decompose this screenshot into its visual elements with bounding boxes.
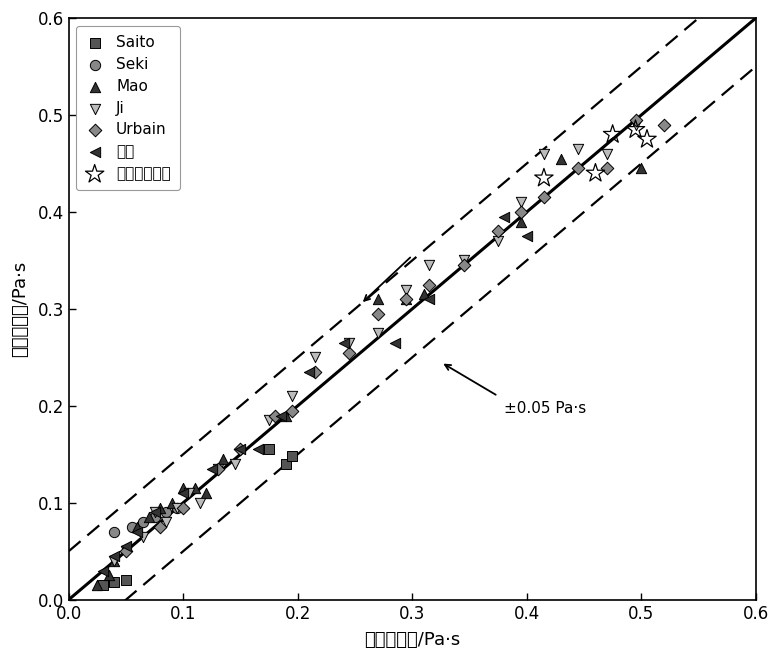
Ji — [148, 507, 161, 517]
其它 — [388, 337, 401, 348]
其它 — [520, 231, 533, 242]
Ji — [601, 148, 613, 159]
Saito — [97, 580, 109, 591]
Ji — [537, 148, 550, 159]
其它 — [206, 463, 218, 474]
Mao — [417, 289, 430, 300]
Ji — [108, 556, 121, 566]
Mao — [280, 411, 292, 421]
Urbain — [268, 411, 281, 421]
Mao — [108, 556, 121, 566]
Ji — [136, 531, 149, 542]
Ji — [285, 391, 298, 401]
Mao — [217, 454, 229, 465]
X-axis label: 黏度实测值/Pa·s: 黏度实测值/Pa·s — [364, 631, 460, 649]
Urbain — [234, 444, 246, 455]
Mao — [131, 521, 144, 532]
Mao — [154, 502, 167, 513]
Mao — [165, 498, 178, 508]
Ji — [309, 352, 321, 362]
Urbain — [211, 463, 224, 474]
Urbain — [572, 163, 584, 174]
Urbain — [515, 207, 527, 217]
其它 — [498, 212, 510, 222]
Ji — [424, 260, 436, 271]
Y-axis label: 黏度计算值/Pa·s: 黏度计算值/Pa·s — [11, 261, 29, 357]
Ji — [183, 488, 195, 498]
本发明实验渣 — [589, 168, 601, 178]
Urbain — [458, 260, 470, 271]
Ji — [492, 236, 505, 246]
本发明实验渣 — [606, 129, 619, 140]
Urbain — [601, 163, 613, 174]
Seki — [108, 527, 121, 537]
Seki — [136, 517, 149, 527]
Seki — [160, 507, 172, 517]
Ji — [371, 328, 384, 339]
其它 — [337, 337, 349, 348]
其它 — [97, 566, 109, 576]
Ji — [458, 255, 470, 266]
Mao — [200, 488, 212, 498]
Urbain — [629, 115, 642, 125]
Seki — [148, 512, 161, 523]
其它 — [131, 527, 144, 537]
Mao — [371, 294, 384, 304]
Mao — [102, 570, 115, 581]
Seki — [126, 521, 138, 532]
Urbain — [537, 192, 550, 203]
Urbain — [658, 119, 670, 130]
Urbain — [400, 294, 413, 304]
Urbain — [285, 405, 298, 416]
Urbain — [424, 279, 436, 290]
本发明实验渣 — [640, 134, 653, 145]
Ji — [229, 459, 241, 469]
Text: ±0.05 Pa·s: ±0.05 Pa·s — [504, 401, 586, 416]
Ji — [629, 119, 642, 130]
Ji — [572, 144, 584, 154]
Ji — [194, 498, 207, 508]
Ji — [263, 415, 275, 426]
其它 — [251, 444, 264, 455]
其它 — [119, 541, 132, 552]
Seki — [172, 502, 184, 513]
Saito — [263, 444, 275, 455]
Urbain — [119, 546, 132, 556]
Ji — [343, 337, 356, 348]
Ji — [400, 284, 413, 295]
Urbain — [492, 226, 505, 237]
Saito — [285, 451, 298, 461]
Mao — [91, 580, 104, 591]
本发明实验渣 — [629, 124, 642, 135]
Mao — [400, 294, 413, 304]
其它 — [275, 411, 287, 421]
其它 — [177, 488, 190, 498]
Mao — [143, 512, 155, 523]
Urbain — [177, 502, 190, 513]
Ji — [515, 197, 527, 207]
Mao — [189, 483, 201, 494]
Mao — [635, 163, 647, 174]
Urbain — [343, 347, 356, 358]
Urbain — [154, 521, 167, 532]
其它 — [424, 294, 436, 304]
Ji — [211, 463, 224, 474]
Mao — [515, 216, 527, 227]
Mao — [555, 153, 567, 164]
Urbain — [309, 366, 321, 377]
Saito — [108, 577, 121, 587]
其它 — [303, 366, 315, 377]
其它 — [108, 551, 121, 562]
Legend: Saito, Seki, Mao, Ji, Urbain, 其它, 本发明实验渣: Saito, Seki, Mao, Ji, Urbain, 其它, 本发明实验渣 — [76, 26, 180, 190]
Urbain — [371, 308, 384, 319]
Ji — [119, 546, 132, 556]
Ji — [172, 502, 184, 513]
Saito — [280, 459, 292, 469]
Saito — [119, 575, 132, 585]
Mao — [177, 483, 190, 494]
其它 — [148, 507, 161, 517]
Ji — [160, 517, 172, 527]
其它 — [234, 444, 246, 455]
本发明实验渣 — [537, 173, 550, 183]
